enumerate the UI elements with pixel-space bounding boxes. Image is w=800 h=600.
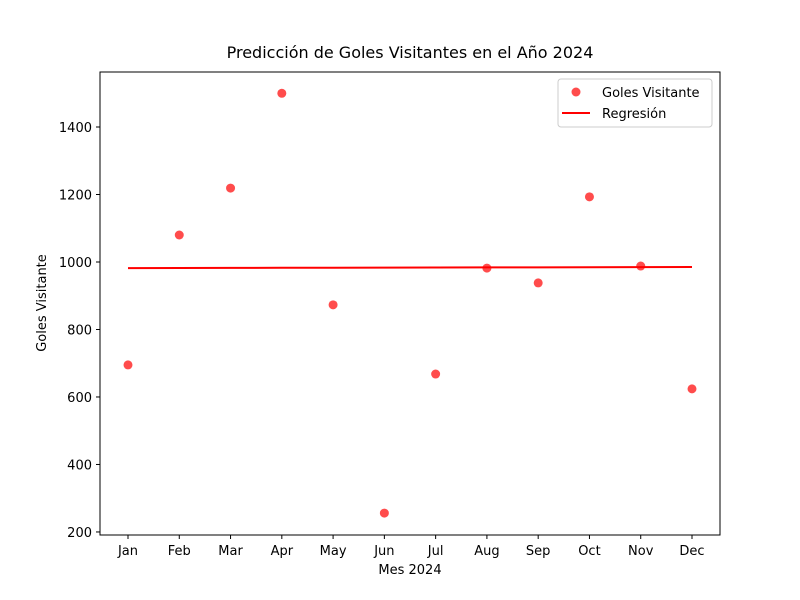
y-tick-label: 800 — [67, 323, 92, 338]
x-tick-label: Jun — [373, 544, 394, 559]
chart-title: Predicción de Goles Visitantes en el Año… — [227, 43, 594, 62]
x-tick-label: Feb — [168, 544, 191, 559]
x-tick-label: Dec — [679, 544, 704, 559]
regression-line — [127, 266, 693, 270]
point — [584, 192, 594, 202]
x-tick-label: Jan — [117, 544, 138, 559]
point — [431, 369, 441, 379]
legend-marker — [571, 87, 581, 97]
y-tick-label: 1400 — [59, 121, 92, 136]
y-tick-label: 1000 — [59, 256, 92, 271]
y-tick-label: 200 — [67, 526, 92, 541]
point — [636, 261, 646, 271]
point — [226, 183, 236, 193]
x-tick-label: Jul — [427, 544, 444, 559]
x-tick-label: Aug — [474, 544, 499, 559]
y-tick-label: 600 — [67, 391, 92, 406]
legend-label: Goles Visitante — [602, 86, 700, 101]
y-tick-label: 1200 — [59, 188, 92, 203]
legend-box — [557, 78, 713, 128]
x-tick-label: Nov — [628, 544, 654, 559]
point — [174, 230, 184, 240]
point — [379, 508, 389, 518]
x-axis-label: Mes 2024 — [378, 563, 441, 578]
point — [687, 384, 697, 394]
x-tick-label: Apr — [271, 544, 294, 559]
x-tick-label: Oct — [578, 544, 600, 559]
x-tick-label: Mar — [218, 544, 243, 559]
point — [123, 360, 133, 370]
legend-label: Regresión — [602, 107, 666, 122]
point — [277, 88, 287, 98]
x-tick-label: May — [320, 544, 347, 559]
plot-frame — [99, 71, 721, 536]
point — [533, 278, 543, 288]
y-axis-label: Goles Visitante — [35, 254, 50, 352]
x-tick-label: Sep — [526, 544, 551, 559]
y-tick-label: 400 — [67, 458, 92, 473]
point — [328, 300, 338, 310]
